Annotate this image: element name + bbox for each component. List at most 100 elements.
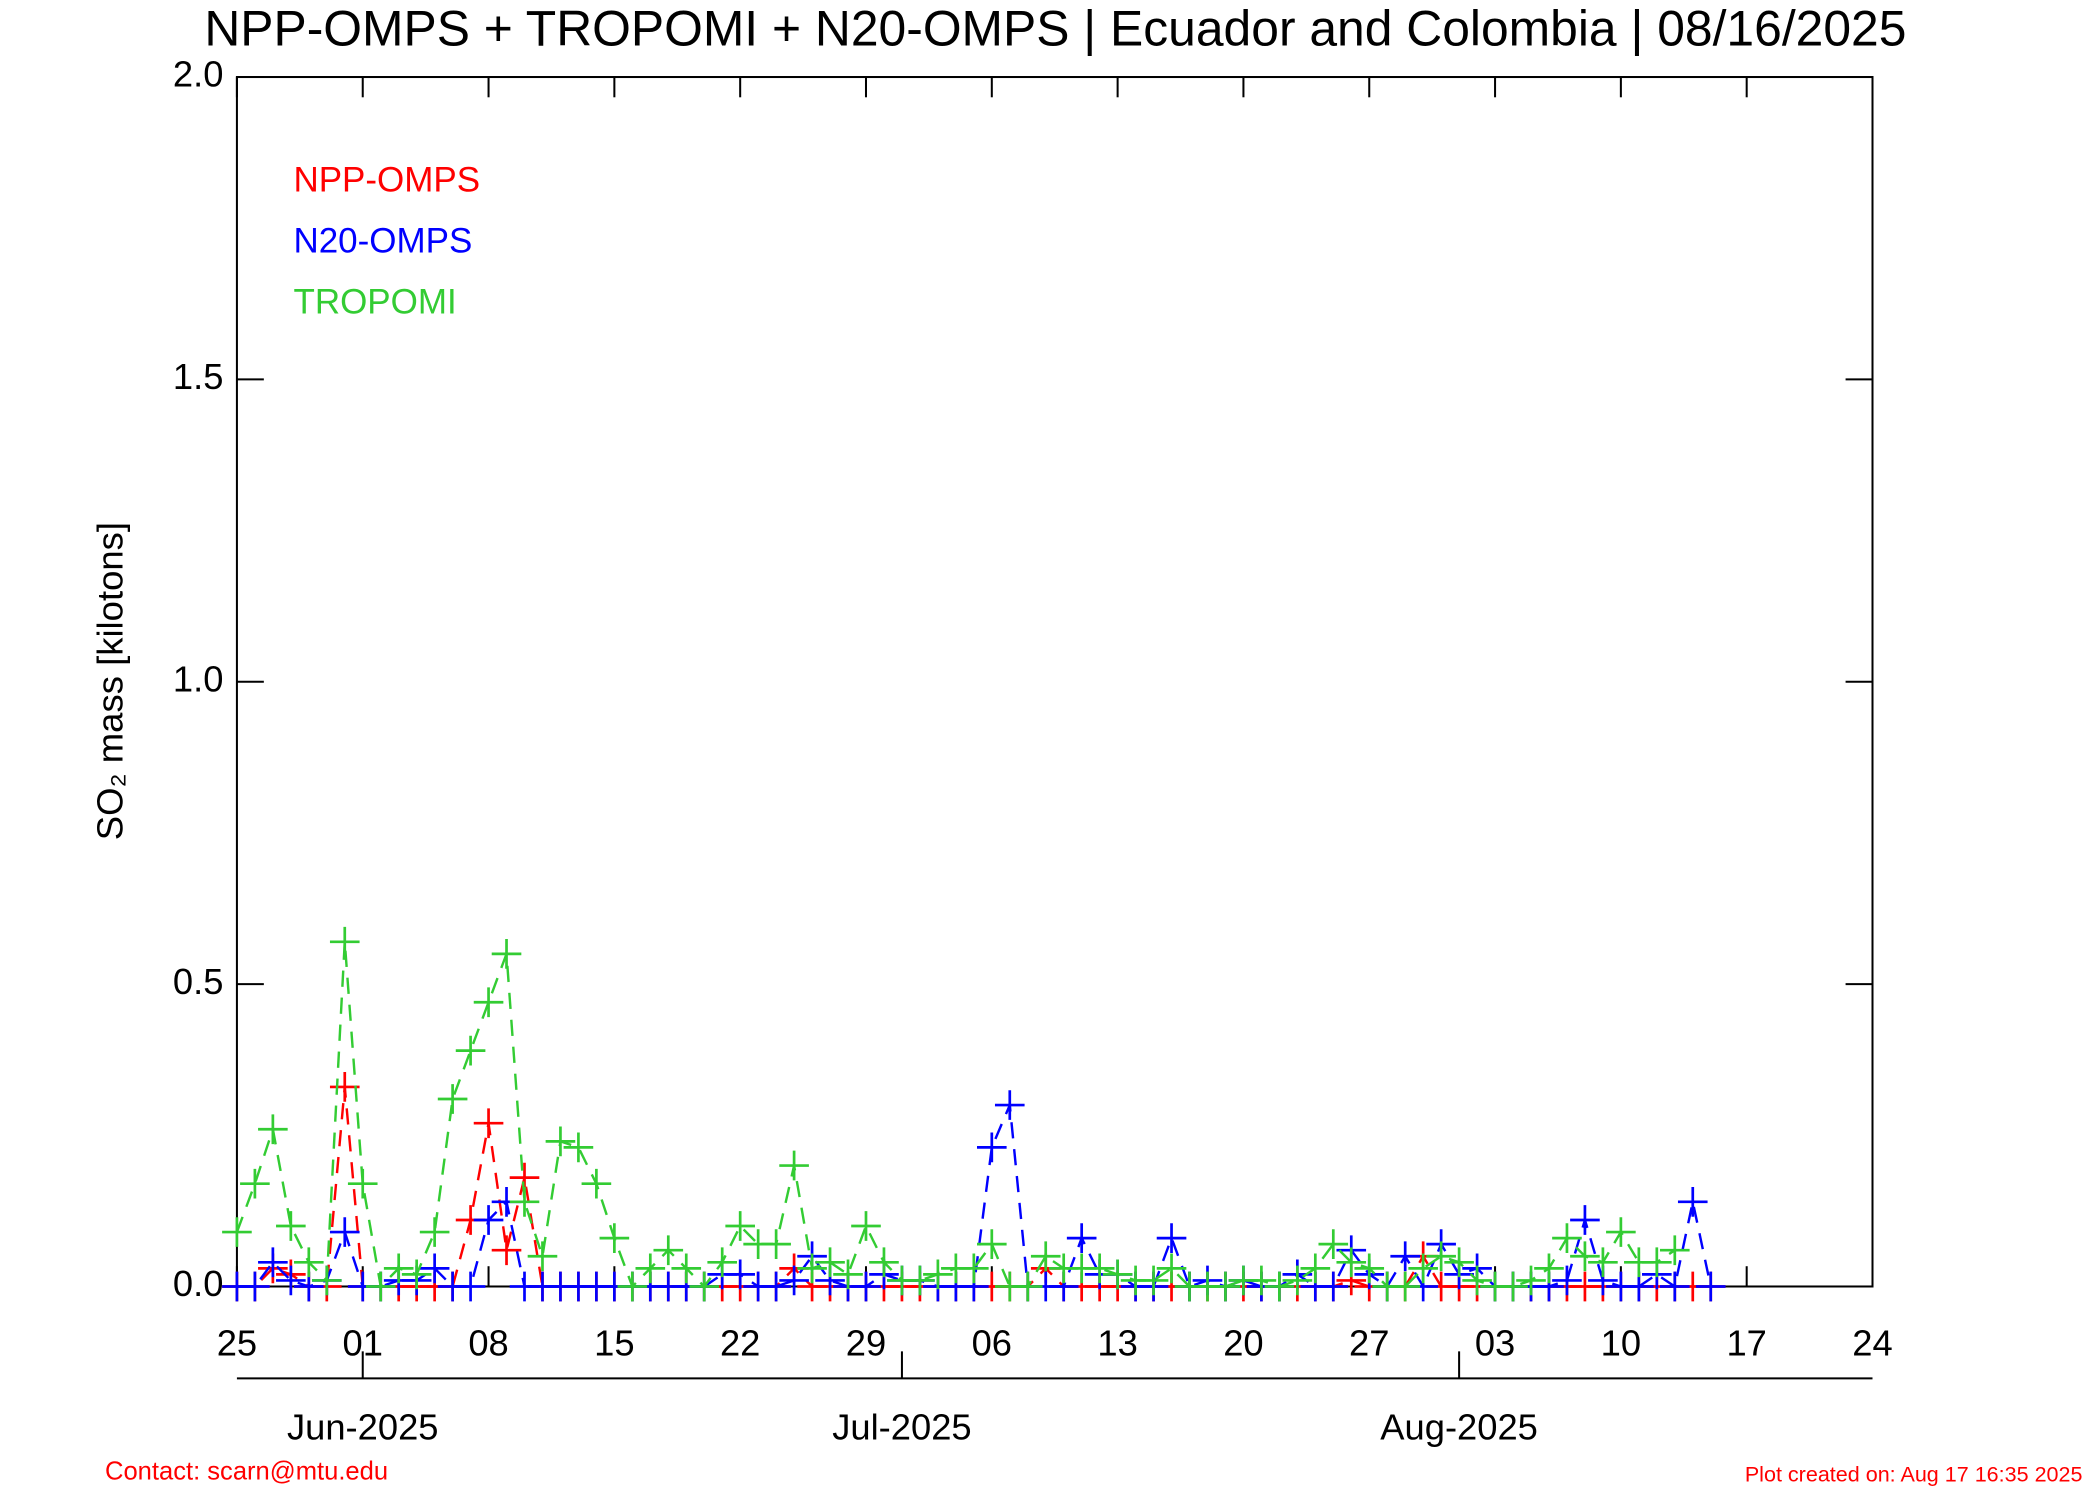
- y-tick-label: 2.0: [173, 54, 224, 95]
- point-marker: [869, 1247, 899, 1278]
- point-marker: [1264, 1271, 1295, 1302]
- point-marker: [437, 1084, 468, 1114]
- point-marker: [617, 1271, 648, 1302]
- x-tick-label: 25: [217, 1323, 257, 1364]
- y-tick-label: 1.0: [173, 658, 224, 699]
- point-marker: [329, 926, 360, 957]
- legend-entry: NPP-OMPS: [293, 161, 480, 200]
- point-marker: [383, 1253, 414, 1284]
- point-marker: [1444, 1247, 1474, 1278]
- point-marker: [1084, 1253, 1115, 1284]
- point-marker: [779, 1265, 809, 1296]
- point-marker: [707, 1247, 738, 1278]
- point-marker: [1354, 1253, 1385, 1284]
- point-marker: [1606, 1217, 1636, 1247]
- month-label: Jul-2025: [832, 1406, 971, 1447]
- point-marker: [581, 1168, 612, 1199]
- point-marker: [1659, 1271, 1690, 1302]
- point-marker: [527, 1241, 558, 1272]
- month-label: Aug-2025: [1380, 1406, 1538, 1447]
- point-marker: [1066, 1223, 1097, 1253]
- point-marker: [779, 1150, 809, 1181]
- point-marker: [419, 1253, 450, 1284]
- point-marker: [563, 1132, 594, 1163]
- point-marker: [491, 1235, 522, 1266]
- point-marker: [1516, 1265, 1546, 1296]
- point-marker: [1318, 1271, 1349, 1302]
- point-marker: [1102, 1259, 1133, 1290]
- point-marker: [1138, 1265, 1169, 1296]
- point-marker: [653, 1235, 684, 1266]
- point-marker: [1552, 1265, 1582, 1296]
- point-marker: [473, 1108, 504, 1139]
- point-marker: [1246, 1265, 1277, 1296]
- x-tick-label: 03: [1475, 1323, 1515, 1364]
- point-marker: [1462, 1265, 1492, 1296]
- x-tick-label: 24: [1852, 1323, 1892, 1364]
- chart-title: NPP-OMPS + TROPOMI + N20-OMPS | Ecuador …: [204, 1, 1906, 57]
- point-marker: [797, 1253, 827, 1284]
- point-marker: [419, 1217, 450, 1247]
- point-marker: [1534, 1253, 1564, 1284]
- point-marker: [635, 1253, 666, 1284]
- point-marker: [1300, 1253, 1331, 1284]
- point-marker: [1570, 1205, 1600, 1235]
- point-marker: [240, 1168, 270, 1199]
- point-marker: [276, 1265, 306, 1296]
- point-marker: [276, 1211, 306, 1241]
- x-tick-label: 13: [1097, 1323, 1137, 1364]
- point-marker: [851, 1211, 881, 1241]
- point-marker: [545, 1126, 576, 1157]
- created-note: Plot created on: Aug 17 16:35 2025: [1745, 1461, 2083, 1486]
- x-tick-label: 20: [1223, 1323, 1263, 1364]
- point-marker: [923, 1259, 953, 1290]
- point-marker: [815, 1247, 845, 1278]
- point-marker: [473, 1205, 504, 1235]
- point-marker: [851, 1271, 881, 1302]
- point-marker: [1156, 1253, 1187, 1284]
- point-marker: [491, 939, 522, 969]
- point-marker: [905, 1265, 935, 1296]
- point-marker: [1030, 1241, 1061, 1272]
- x-tick-label: 17: [1726, 1323, 1766, 1364]
- point-marker: [294, 1247, 324, 1278]
- point-marker: [976, 1132, 1007, 1163]
- point-marker: [311, 1265, 342, 1296]
- point-marker: [994, 1090, 1025, 1120]
- point-marker: [1210, 1271, 1241, 1302]
- y-tick-label: 1.5: [173, 356, 224, 397]
- point-marker: [599, 1223, 630, 1253]
- legend-entry: N20-OMPS: [293, 221, 472, 260]
- point-marker: [725, 1211, 755, 1241]
- y-tick-label: 0.5: [173, 961, 224, 1002]
- x-tick-label: 10: [1601, 1323, 1641, 1364]
- point-marker: [1156, 1223, 1187, 1253]
- y-axis-label: SO₂ mass [kilotons]: [90, 522, 131, 840]
- point-marker: [1336, 1247, 1367, 1278]
- point-marker: [1390, 1271, 1421, 1302]
- point-marker: [761, 1271, 791, 1302]
- point-marker: [725, 1259, 755, 1290]
- point-marker: [976, 1229, 1007, 1260]
- x-tick-label: 06: [972, 1323, 1012, 1364]
- x-tick-label: 15: [594, 1323, 634, 1364]
- point-marker: [1677, 1186, 1708, 1217]
- point-marker: [1659, 1235, 1690, 1266]
- x-tick-label: 27: [1349, 1323, 1389, 1364]
- x-tick-label: 22: [720, 1323, 760, 1364]
- point-marker: [347, 1168, 378, 1199]
- point-marker: [329, 1217, 360, 1247]
- point-marker: [1642, 1247, 1672, 1278]
- point-marker: [401, 1259, 432, 1290]
- point-marker: [222, 1217, 252, 1247]
- point-marker: [455, 1271, 486, 1302]
- legend-entry: TROPOMI: [293, 282, 456, 321]
- point-marker: [509, 1186, 540, 1217]
- point-marker: [258, 1247, 288, 1278]
- point-marker: [240, 1271, 270, 1302]
- point-marker: [455, 1035, 486, 1066]
- x-tick-label: 08: [468, 1323, 508, 1364]
- point-marker: [833, 1259, 863, 1290]
